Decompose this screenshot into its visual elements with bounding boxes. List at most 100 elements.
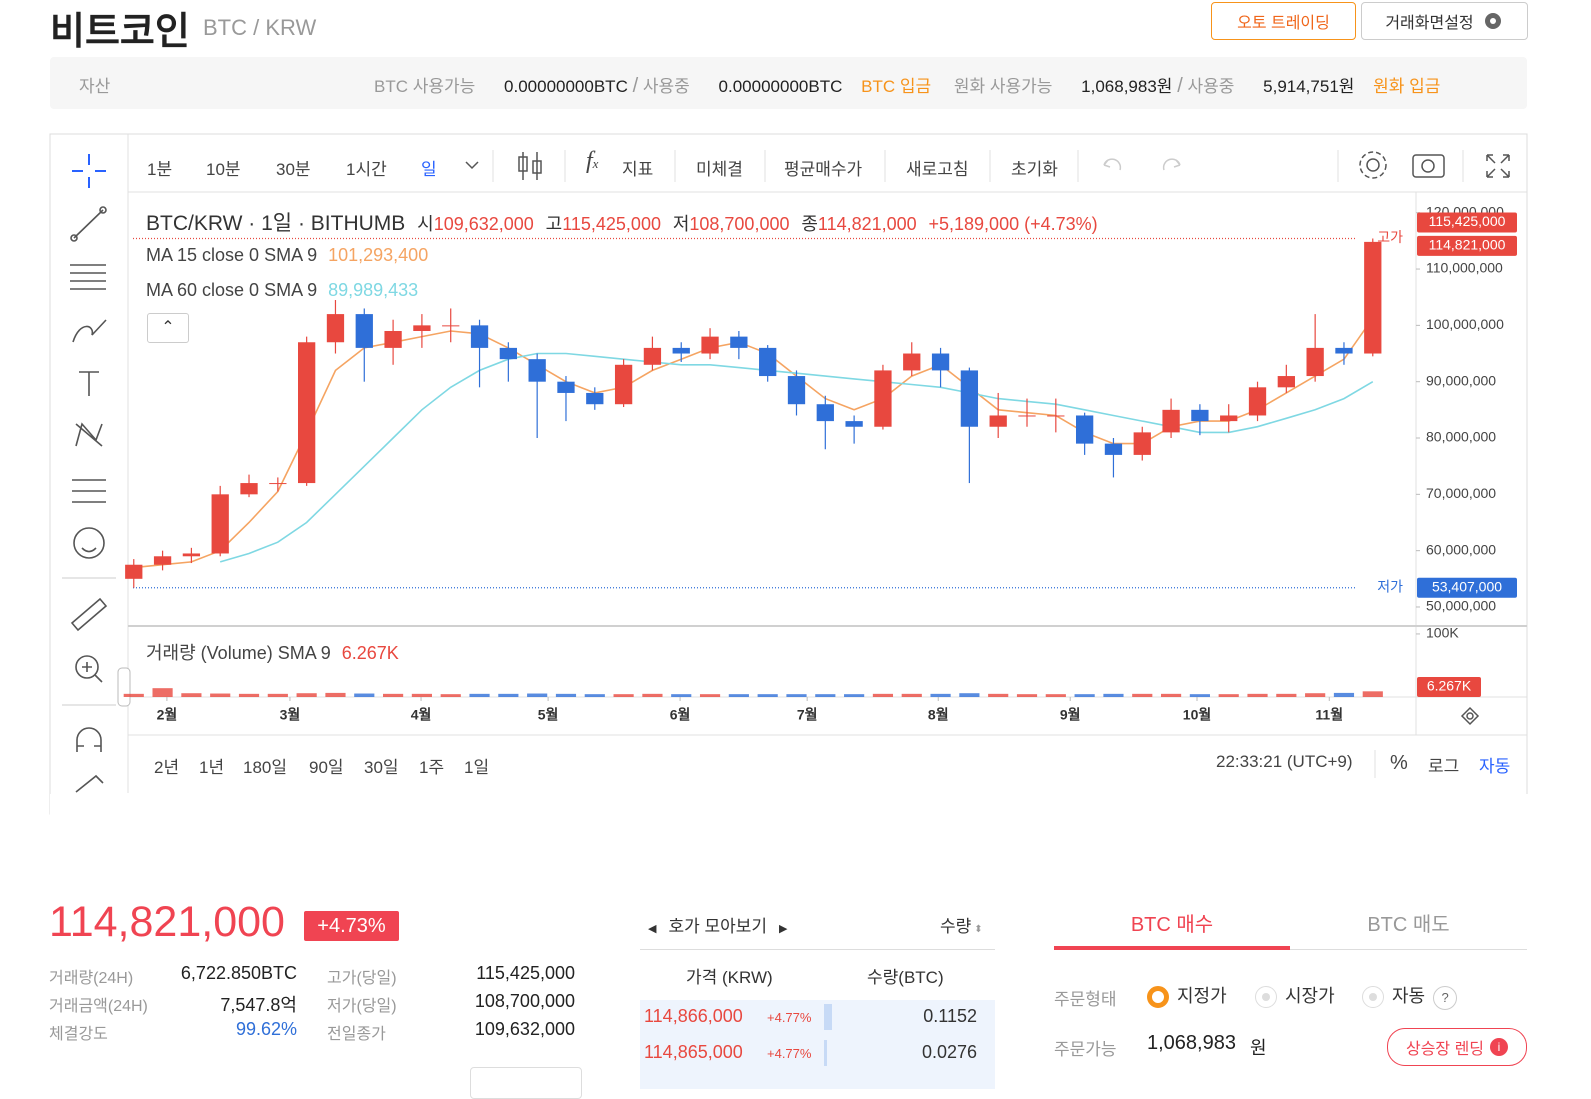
collapse-button[interactable]: ⌃ — [147, 313, 189, 343]
auto-trading-button[interactable]: 오토 트레이딩 — [1211, 2, 1356, 40]
price-line-label: 저가 — [1377, 578, 1403, 594]
range[interactable]: 180일 — [243, 758, 288, 777]
volume-bar — [267, 693, 288, 697]
y-tick-label: 110,000,000 — [1426, 260, 1503, 276]
ask-qty: 0.0276 — [921, 1042, 977, 1062]
stat-label: 거래량(24H) — [49, 970, 134, 987]
candle-body — [1248, 387, 1267, 416]
candle-body — [989, 415, 1007, 427]
volume-bar — [584, 694, 605, 697]
range[interactable]: 30일 — [364, 758, 399, 777]
volume-bar — [757, 694, 778, 697]
krw-deposit-link[interactable]: 원화 입금 — [1373, 77, 1441, 96]
volume-bar — [642, 693, 663, 697]
settings-button[interactable]: 거래화면설정 — [1361, 2, 1528, 40]
range[interactable]: 90일 — [309, 758, 344, 777]
buy-tab[interactable]: BTC 매수 — [1130, 914, 1214, 936]
unit: 원 — [1250, 1038, 1267, 1058]
fx-icon: fx — [586, 148, 599, 174]
collapse-handle[interactable] — [117, 667, 131, 707]
balance-row: BTC 사용가능 0.00000000BTC / 사용중 0.00000000B… — [374, 72, 1440, 98]
volume-bar — [238, 693, 260, 697]
ask-price[interactable]: 114,865,000 — [644, 1042, 743, 1062]
ask-price[interactable]: 114,866,000 — [644, 1006, 743, 1026]
x-tick-label: 5월 — [538, 707, 559, 723]
help-icon[interactable]: ? — [1433, 986, 1458, 1010]
candle-body — [528, 359, 546, 382]
candle-body — [557, 381, 575, 393]
option-label: 지정가 — [1177, 986, 1227, 1006]
volume-bar — [383, 693, 404, 697]
crosshair-icon[interactable] — [72, 154, 106, 188]
series-value: 89,989,433 — [328, 280, 419, 300]
stat-value: 108,700,000 — [474, 991, 575, 1011]
range[interactable]: 1주 — [419, 758, 445, 777]
candle-body — [125, 564, 143, 579]
ohlc-label: 저 — [672, 214, 690, 234]
volume-bar — [440, 694, 461, 697]
candle-body — [960, 370, 979, 427]
ma-line — [133, 317, 1374, 569]
volume-bar — [844, 694, 865, 697]
radio-option[interactable]: 지정가 — [1147, 982, 1227, 1009]
orderbook-title[interactable]: ◀ 호가 모아보기 ▶ — [648, 917, 788, 936]
last-price-marker-label: 114,821,000 — [1429, 237, 1506, 253]
stat-label: 체결강도 — [49, 1026, 108, 1043]
chart-legend: BTC/KRW · 1일 · BITHUMB 시109,632,000 고115… — [146, 207, 1098, 237]
auto-toggle[interactable]: 자동 — [1479, 757, 1511, 776]
candle-body — [759, 347, 777, 377]
order-type-label: 주문형태 — [1054, 990, 1117, 1009]
candle-body — [730, 336, 748, 348]
interval[interactable]: 1시간 — [346, 160, 387, 179]
label: 사용중 — [1187, 77, 1235, 96]
radio-option[interactable]: 시장가 — [1255, 982, 1335, 1009]
percent-toggle[interactable]: % — [1390, 752, 1408, 774]
lending-button[interactable]: 상승장 렌딩 i — [1387, 1028, 1527, 1066]
log-toggle[interactable]: 로그 — [1428, 757, 1460, 776]
volume-bar — [1103, 693, 1124, 697]
volume-bar — [1189, 694, 1210, 697]
label: 사용중 — [642, 77, 690, 96]
sort-toggle[interactable]: 수량 ⬍ — [940, 917, 983, 936]
toolbar-item[interactable]: 미체결 — [696, 160, 743, 179]
interval[interactable]: 30분 — [276, 160, 311, 179]
indicators[interactable]: 지표 — [622, 160, 654, 179]
toolbar-icons[interactable] — [465, 151, 1510, 726]
value: 0.00000000BTC — [504, 77, 628, 96]
radio-option[interactable]: 자동? — [1362, 982, 1458, 1010]
sort-label: 수량 — [940, 917, 972, 936]
sell-tab[interactable]: BTC 매도 — [1367, 914, 1450, 936]
drawing-tools[interactable] — [62, 206, 116, 793]
ma-legend: MA 60 close 0 SMA 9 89,989,433 — [146, 280, 418, 301]
interval[interactable]: 10분 — [206, 160, 241, 179]
toolbar-item[interactable]: 새로고침 — [906, 160, 969, 179]
option-label: 시장가 — [1285, 986, 1335, 1006]
button-label: 상승장 렌딩 — [1405, 1041, 1485, 1058]
volume-bar — [1247, 693, 1268, 697]
range[interactable]: 1년 — [199, 758, 225, 777]
asset-label: 자산 — [79, 77, 111, 96]
candle-body — [1162, 409, 1180, 433]
toolbar-item[interactable]: 초기화 — [1011, 160, 1058, 179]
range[interactable]: 2년 — [154, 758, 180, 777]
btc-deposit-link[interactable]: BTC 입금 — [861, 77, 932, 96]
ask-qty: 0.1152 — [923, 1006, 977, 1026]
y-tick-label: 50,000,000 — [1426, 598, 1496, 614]
candle-body — [1364, 241, 1382, 354]
interval-active[interactable]: 일 — [421, 160, 437, 179]
title: 호가 모아보기 — [668, 917, 768, 936]
coin-title: 비트코인 — [50, 11, 190, 53]
range[interactable]: 1일 — [464, 758, 490, 777]
current-price: 114,821,000 — [49, 898, 285, 946]
y-tick-label: 70,000,000 — [1426, 485, 1496, 501]
toolbar-item[interactable]: 평균매수가 — [784, 160, 863, 179]
ohlc-value: 115,425,000 — [562, 214, 661, 234]
depth-bar — [824, 1004, 832, 1030]
volume-bar — [1276, 693, 1297, 697]
column-header: 가격 (KRW) — [686, 968, 773, 987]
volume-name: 거래량 (Volume) SMA 9 — [146, 643, 331, 663]
interval[interactable]: 1분 — [147, 160, 173, 179]
x-tick-label: 7월 — [797, 707, 818, 723]
candle-body — [211, 494, 229, 554]
